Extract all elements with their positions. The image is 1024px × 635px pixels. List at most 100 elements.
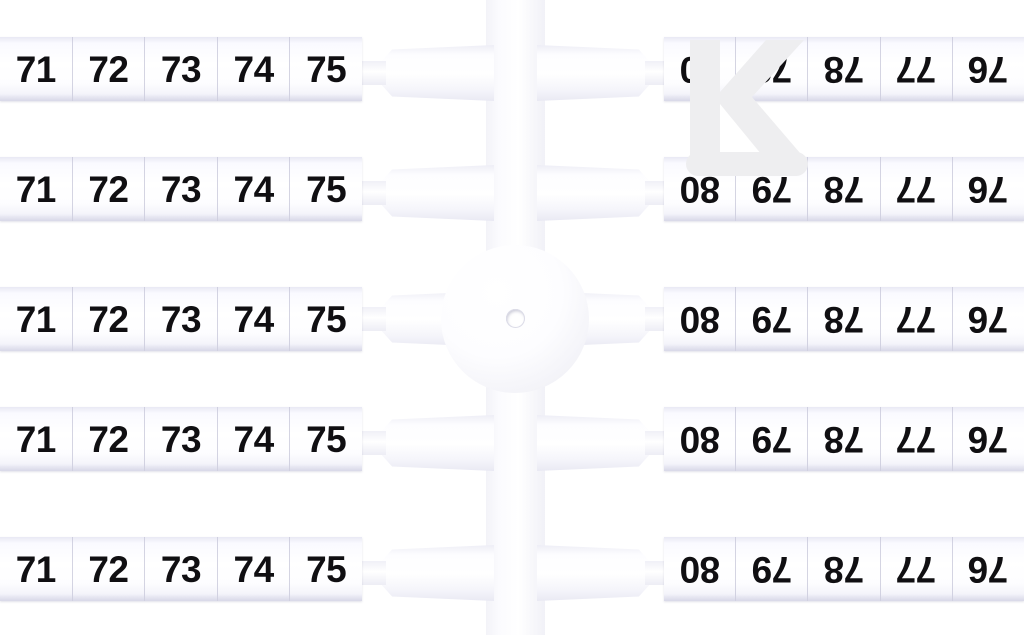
marker-number: 74 [233,168,275,210]
marker-number: 71 [15,298,57,340]
marker-number: 78 [823,48,865,90]
marker-cell: 73 [145,407,218,471]
marker-number: 72 [88,48,129,90]
marker-number: 71 [15,168,57,210]
marker-number: 75 [306,298,347,340]
marker-cell: 71 [0,157,73,221]
marker-number: 74 [233,298,275,340]
marker-cell: 74 [217,157,291,221]
marker-number: 80 [679,418,720,460]
marker-cell: 78 [808,37,881,101]
marker-number: 76 [968,298,1009,340]
marker-cell: 75 [290,37,362,101]
marker-cell: 80 [664,37,737,101]
marker-cell: 76 [952,37,1024,101]
connector-runner-left-row-1 [382,45,494,101]
connector-runner-right-row-2 [537,165,649,221]
marker-number: 75 [306,548,347,590]
connector-runner-right-row-5 [537,545,649,601]
marker-cell: 74 [217,407,291,471]
marker-number: 77 [896,548,937,590]
marker-number: 74 [233,548,275,590]
connector-runner-right-row-1 [537,45,649,101]
marker-cell: 73 [145,157,218,221]
marker-cell: 72 [72,37,146,101]
marker-strip-right-row-5: 80 79 78 77 76 [664,537,1024,601]
marker-cell: 75 [290,157,362,221]
marker-number: 79 [751,418,792,460]
marker-cell: 77 [880,37,953,101]
marker-cell: 75 [290,407,362,471]
marker-number: 72 [88,418,129,460]
marker-strip-right-row-2: 80 79 78 77 76 [664,157,1024,221]
marker-number: 73 [160,168,202,210]
marker-cell: 73 [145,37,218,101]
marker-strip-left-row-2: 71 72 73 74 75 [0,157,362,221]
marker-cell: 73 [145,537,218,601]
marker-cell: 76 [952,537,1024,601]
marker-number: 73 [160,298,202,340]
marker-cell: 78 [808,287,881,351]
marker-number: 80 [679,48,720,90]
marker-strip-left-row-4: 71 72 73 74 75 [0,407,362,471]
connector-runner-right-row-4 [537,415,649,471]
marker-number: 71 [15,48,57,90]
marker-cell: 72 [72,157,146,221]
marker-cell: 75 [290,287,362,351]
marker-number: 74 [233,418,275,460]
marker-number: 78 [823,298,865,340]
marker-number: 73 [160,548,202,590]
marker-cell: 79 [736,537,809,601]
marker-number: 77 [896,48,937,90]
marker-cell: 77 [880,157,953,221]
marker-number: 72 [88,168,129,210]
marker-cell: 71 [0,37,73,101]
marker-cell: 80 [664,157,737,221]
marker-strip-left-row-5: 71 72 73 74 75 [0,537,362,601]
marker-cell: 76 [952,407,1024,471]
marker-number: 73 [160,418,202,460]
marker-cell: 77 [880,407,953,471]
marker-number: 75 [306,418,347,460]
marker-cell: 78 [808,157,881,221]
marker-strip-right-row-3: 80 79 78 77 76 [664,287,1024,351]
marker-cell: 80 [664,287,737,351]
marker-cell: 75 [290,537,362,601]
marker-number: 76 [968,48,1009,90]
marker-number: 73 [160,48,202,90]
marker-number: 72 [88,298,129,340]
marker-cell: 76 [952,157,1024,221]
marker-number: 77 [896,168,937,210]
marker-strip-right-row-1: 80 79 78 77 76 [664,37,1024,101]
marker-number: 78 [823,548,865,590]
marker-cell: 78 [808,407,881,471]
marker-cell: 77 [880,537,953,601]
marker-number: 80 [679,298,720,340]
marker-number: 75 [306,168,347,210]
marker-cell: 80 [664,537,737,601]
marker-cell: 79 [736,37,809,101]
marker-cell: 74 [217,537,291,601]
marker-number: 79 [751,168,792,210]
marker-cell: 72 [72,287,146,351]
marker-cell: 74 [217,287,291,351]
marker-number: 80 [679,548,720,590]
marker-number: 76 [968,418,1009,460]
marker-cell: 71 [0,537,73,601]
marker-cell: 77 [880,287,953,351]
marker-number: 76 [968,168,1009,210]
marker-cell: 71 [0,407,73,471]
marker-cell: 80 [664,407,737,471]
marker-cell: 73 [145,287,218,351]
marker-strip-right-row-4: 80 79 78 77 76 [664,407,1024,471]
marker-cell: 76 [952,287,1024,351]
marker-number: 75 [306,48,347,90]
marker-number: 77 [896,298,937,340]
marker-number: 78 [823,168,865,210]
connector-runner-left-row-4 [382,415,494,471]
marker-cell: 74 [217,37,291,101]
marker-strip-left-row-3: 71 72 73 74 75 [0,287,362,351]
marker-cell: 72 [72,537,146,601]
